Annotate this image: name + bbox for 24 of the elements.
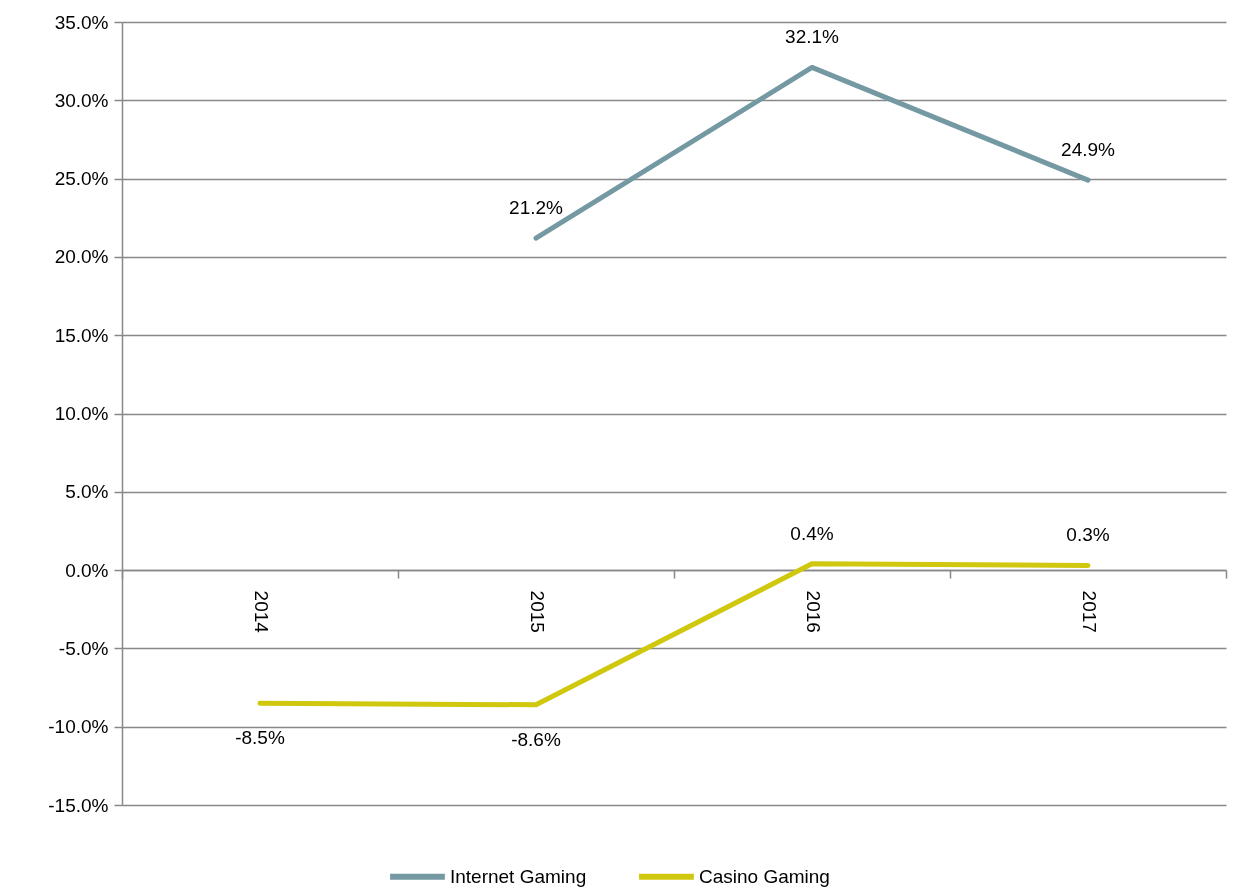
y-tick-label: 30.0% [54,89,109,111]
x-tick-label: 2014 [250,590,272,634]
data-label: 0.3% [1066,524,1110,546]
data-label: 32.1% [785,26,840,48]
data-label: 24.9% [1061,139,1116,161]
x-tick-label: 2015 [526,590,548,633]
data-label: 0.4% [790,522,834,544]
data-label: -8.6% [511,728,561,750]
y-tick-label: 0.0% [65,559,109,581]
y-tick-label: -10.0% [48,716,109,738]
y-tick-label: -5.0% [58,637,109,659]
y-tick-label: 25.0% [54,168,109,190]
data-label: -8.5% [235,727,285,749]
y-tick-label: 35.0% [54,11,109,33]
x-tick-label: 2016 [802,590,824,633]
y-tick-label: -15.0% [48,794,109,816]
y-tick-label: 20.0% [54,246,109,268]
legend-label: Casino Gaming [698,865,830,887]
x-tick-label: 2017 [1078,590,1100,633]
y-tick-label: 5.0% [65,481,109,503]
data-label: 21.2% [509,197,564,219]
legend-label: Internet Gaming [449,865,587,887]
y-tick-label: 15.0% [54,324,109,346]
y-tick-label: 10.0% [54,403,109,424]
